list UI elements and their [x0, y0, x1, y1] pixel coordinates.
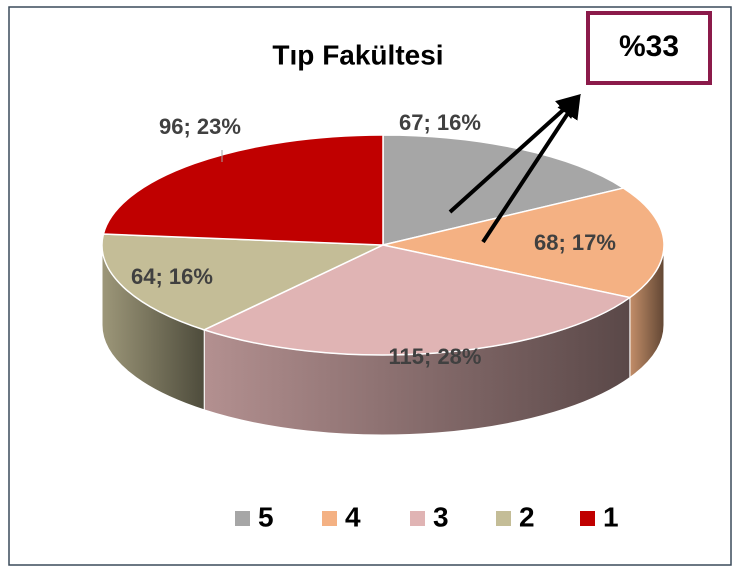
- chart-title: Tıp Fakültesi: [272, 39, 443, 70]
- data-label: 115; 28%: [389, 344, 482, 369]
- arrow: [448, 93, 581, 214]
- data-label: 96; 23%: [159, 114, 241, 139]
- legend-label: 2: [519, 501, 535, 532]
- pie-slice: [202, 244, 632, 356]
- legend-swatch: [496, 511, 511, 526]
- legend-label: 3: [433, 501, 449, 532]
- legend-swatch: [235, 511, 250, 526]
- annotation-box: [586, 11, 712, 85]
- legend-swatch: [322, 511, 337, 526]
- pie-slice: [101, 233, 384, 331]
- pie-slice: [382, 187, 665, 299]
- legend-label: 1: [603, 501, 619, 532]
- arrow: [481, 93, 581, 244]
- annotation: %33: [619, 30, 679, 63]
- pie-slice: [102, 134, 384, 246]
- data-label: 64; 16%: [131, 264, 213, 289]
- legend-swatch: [580, 511, 595, 526]
- legend-swatch: [410, 511, 425, 526]
- legend-label: 4: [345, 501, 361, 532]
- data-label: 67; 16%: [399, 110, 481, 135]
- legend-label: 5: [258, 501, 274, 532]
- data-label: 68; 17%: [534, 230, 616, 255]
